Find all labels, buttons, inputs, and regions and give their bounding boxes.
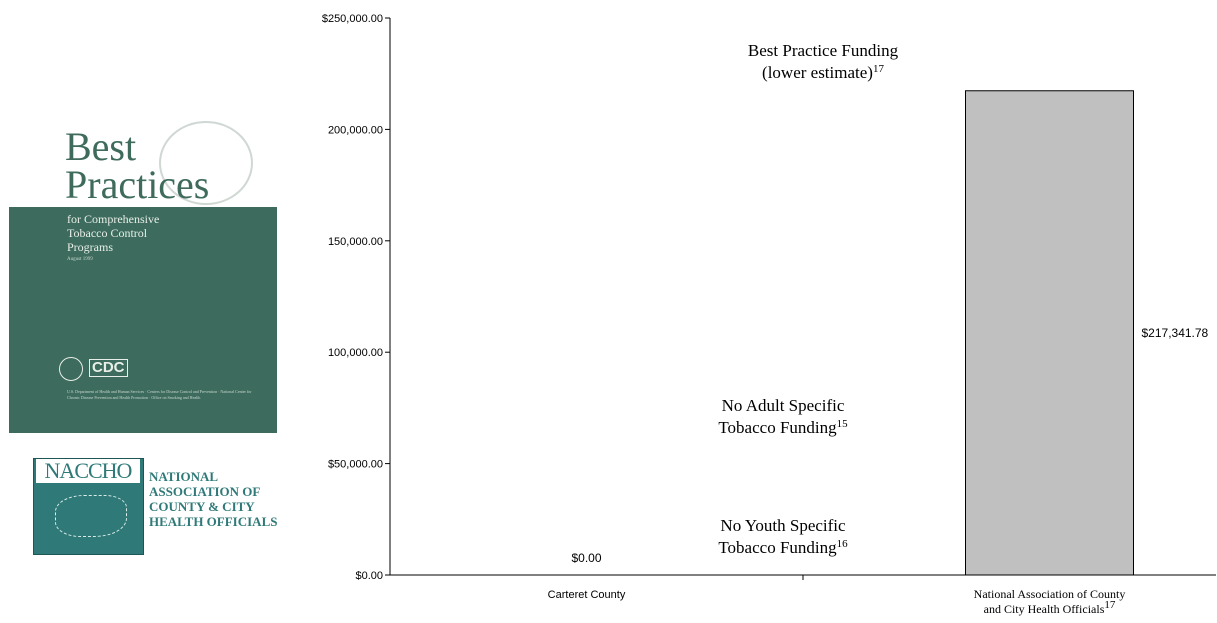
data-label: $0.00 xyxy=(571,551,601,565)
cover-subtitle: for Comprehensive Tobacco Control Progra… xyxy=(67,212,159,254)
annotation-text: No Youth Specific xyxy=(720,516,846,535)
chart-bars xyxy=(965,90,1134,576)
annotation-text: (lower estimate)17 xyxy=(762,63,884,82)
y-tick-label: 150,000.00 xyxy=(328,236,383,248)
cover-subtitle-line: for Comprehensive xyxy=(67,212,160,226)
x-category-label: and City Health Officials17 xyxy=(984,599,1116,616)
x-category-label: National Association of County xyxy=(974,587,1126,601)
hhs-eagle-icon xyxy=(59,357,83,381)
annotation-text: Tobacco Funding16 xyxy=(718,538,848,557)
annotation-text: Tobacco Funding15 xyxy=(718,418,848,437)
x-category-label: Carteret County xyxy=(548,589,626,601)
naccho-full-name: NATIONAL ASSOCIATION OF COUNTY & CITY HE… xyxy=(149,469,277,529)
cdc-logo: CDC xyxy=(89,359,128,377)
cover-subtitle-line: Programs xyxy=(67,240,113,254)
annotation-text: No Adult Specific xyxy=(722,396,845,415)
y-tick-label: 200,000.00 xyxy=(328,124,383,136)
cover-title-practices: Practices xyxy=(65,162,210,207)
best-practices-cover-image: Best Practices for Comprehensive Tobacco… xyxy=(9,99,277,433)
annotation-text: Best Practice Funding xyxy=(748,41,899,60)
bar xyxy=(965,90,1134,576)
us-map-icon xyxy=(55,495,127,537)
naccho-name-line: ASSOCIATION OF xyxy=(149,484,261,499)
cover-date: August 1999 xyxy=(67,257,93,262)
naccho-acronym: NACCHO xyxy=(36,459,140,483)
y-tick-label: $0.00 xyxy=(355,570,383,582)
data-label: $217,341.78 xyxy=(1142,326,1209,340)
y-tick-label: $250,000.00 xyxy=(322,13,383,25)
naccho-name-line: NATIONAL xyxy=(149,469,219,484)
naccho-name-line: COUNTY & CITY xyxy=(149,499,255,514)
chart-labels: $0.00 Carteret County $217,341.78 National … xyxy=(548,326,1209,616)
cover-fine-print: U.S. Department of Health and Human Serv… xyxy=(67,389,252,400)
cover-subtitle-line: Tobacco Control xyxy=(67,226,148,240)
cover-title-best: Best xyxy=(65,124,137,169)
y-tick-label: $50,000.00 xyxy=(328,459,383,471)
naccho-name-line: HEALTH OFFICIALS xyxy=(149,514,278,529)
chart-annotations: Best Practice Funding (lower estimate)17 N… xyxy=(718,41,898,557)
cover-swirl-decoration xyxy=(159,121,253,205)
y-tick-label: 100,000.00 xyxy=(328,347,383,359)
cover-green-panel xyxy=(9,207,277,433)
